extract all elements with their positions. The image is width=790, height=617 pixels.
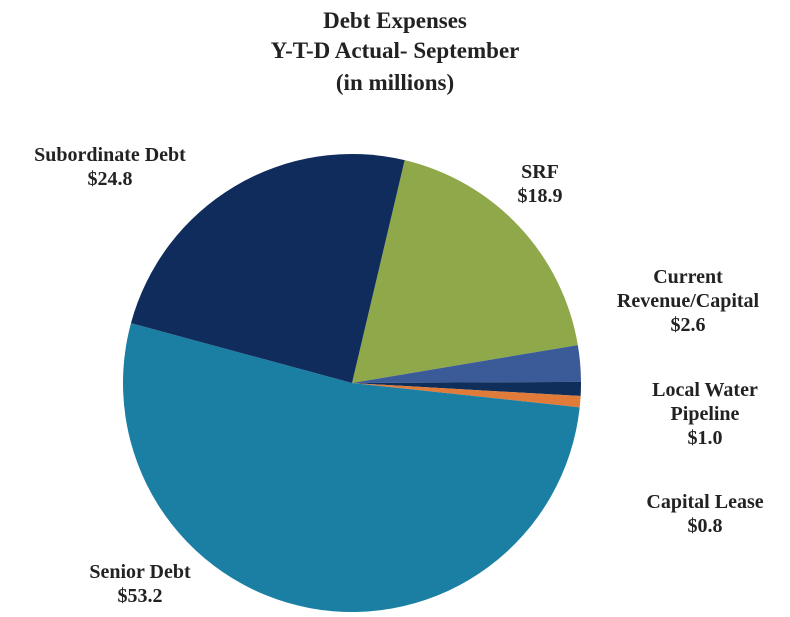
value-label: $2.6 (670, 314, 706, 336)
category-label: Capital Lease (646, 491, 764, 513)
category-label: Current Revenue/Capital (616, 266, 760, 312)
value-label: $53.2 (117, 585, 163, 607)
slice-label: Capital Lease $0.8 (620, 490, 790, 538)
pie-slice (122, 323, 580, 613)
chart-title: Debt Expenses (323, 8, 467, 33)
slice-label: Senior Debt $53.2 (65, 560, 215, 608)
value-label: $0.8 (687, 515, 723, 537)
slice-label: Subordinate Debt $24.8 (0, 143, 220, 191)
slice-label: Current Revenue/Capital $2.6 (606, 265, 771, 337)
category-label: Local Water Pipeline (652, 379, 758, 425)
slice-label: Local Water Pipeline $1.0 (638, 378, 773, 450)
category-label: Subordinate Debt (34, 144, 186, 166)
category-label: SRF (521, 161, 559, 183)
pie-slice (352, 383, 581, 408)
value-label: $18.9 (517, 185, 563, 207)
value-label: $1.0 (687, 427, 723, 449)
category-label: Senior Debt (89, 561, 191, 583)
pie-slice (352, 345, 581, 383)
value-label: $24.8 (87, 168, 133, 190)
pie-slice (130, 154, 405, 383)
pie-slice (352, 381, 581, 397)
pie-slice (352, 160, 578, 383)
slice-label: SRF $18.9 (480, 160, 600, 208)
chart-note: (in millions) (335, 70, 455, 95)
chart-subtitle: Y-T-D Actual- September (270, 38, 520, 63)
